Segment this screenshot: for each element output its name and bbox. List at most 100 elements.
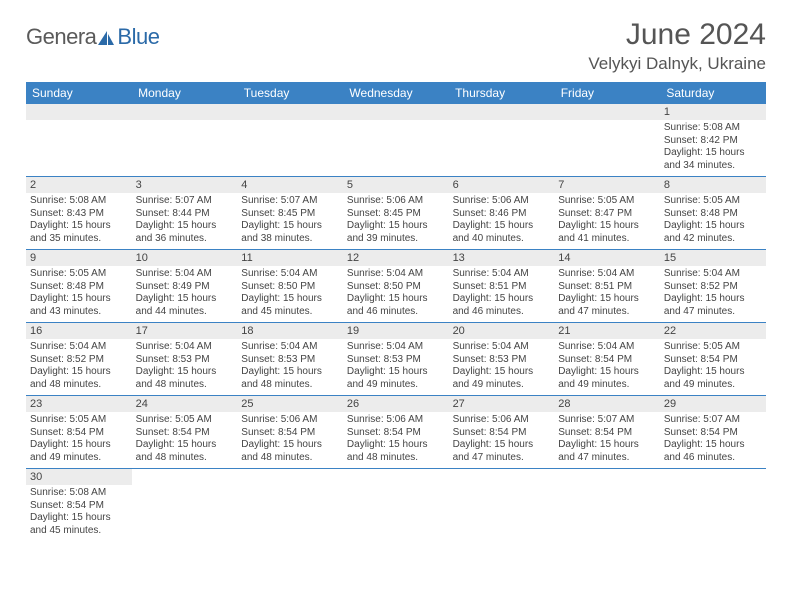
calendar-cell: 17Sunrise: 5:04 AMSunset: 8:53 PMDayligh… [132,323,238,396]
sunset-line: Sunset: 8:50 PM [347,281,445,294]
sunrise-line: Sunrise: 5:05 AM [30,268,128,281]
calendar-cell: 21Sunrise: 5:04 AMSunset: 8:54 PMDayligh… [554,323,660,396]
daylight-line: Daylight: 15 hours and 39 minutes. [347,220,445,245]
calendar-table: SundayMondayTuesdayWednesdayThursdayFrid… [26,82,766,541]
calendar-cell: 23Sunrise: 5:05 AMSunset: 8:54 PMDayligh… [26,396,132,469]
daylight-line: Daylight: 15 hours and 48 minutes. [347,439,445,464]
calendar-cell [237,469,343,542]
daylight-line: Daylight: 15 hours and 40 minutes. [453,220,551,245]
day-number: 9 [26,250,132,266]
calendar-cell: 15Sunrise: 5:04 AMSunset: 8:52 PMDayligh… [660,250,766,323]
calendar-row: 2Sunrise: 5:08 AMSunset: 8:43 PMDaylight… [26,177,766,250]
day-number: 4 [237,177,343,193]
daylight-line: Daylight: 15 hours and 47 minutes. [664,293,762,318]
day-number: 11 [237,250,343,266]
weekday-header: Thursday [449,82,555,104]
calendar-cell [26,104,132,177]
day-number: 28 [554,396,660,412]
calendar-cell [343,469,449,542]
sunset-line: Sunset: 8:47 PM [558,208,656,221]
daylight-line: Daylight: 15 hours and 42 minutes. [664,220,762,245]
weekday-header: Wednesday [343,82,449,104]
sunrise-line: Sunrise: 5:04 AM [347,341,445,354]
sunrise-line: Sunrise: 5:07 AM [558,414,656,427]
day-number: 26 [343,396,449,412]
calendar-row: 9Sunrise: 5:05 AMSunset: 8:48 PMDaylight… [26,250,766,323]
sunset-line: Sunset: 8:54 PM [241,427,339,440]
daylight-line: Daylight: 15 hours and 47 minutes. [558,293,656,318]
sunrise-line: Sunrise: 5:04 AM [558,341,656,354]
sunrise-line: Sunrise: 5:05 AM [136,414,234,427]
day-number: 6 [449,177,555,193]
calendar-cell [554,104,660,177]
daylight-line: Daylight: 15 hours and 46 minutes. [347,293,445,318]
sunrise-line: Sunrise: 5:08 AM [30,195,128,208]
day-number: 1 [660,104,766,120]
sunset-line: Sunset: 8:50 PM [241,281,339,294]
calendar-cell [237,104,343,177]
calendar-cell: 16Sunrise: 5:04 AMSunset: 8:52 PMDayligh… [26,323,132,396]
daynum-empty [343,104,449,120]
daylight-line: Daylight: 15 hours and 47 minutes. [558,439,656,464]
calendar-row: 30Sunrise: 5:08 AMSunset: 8:54 PMDayligh… [26,469,766,542]
calendar-cell: 28Sunrise: 5:07 AMSunset: 8:54 PMDayligh… [554,396,660,469]
daynum-empty [132,104,238,120]
sail-icon [96,29,116,47]
calendar-cell: 1Sunrise: 5:08 AMSunset: 8:42 PMDaylight… [660,104,766,177]
sunrise-line: Sunrise: 5:07 AM [241,195,339,208]
sunset-line: Sunset: 8:51 PM [453,281,551,294]
calendar-cell: 6Sunrise: 5:06 AMSunset: 8:46 PMDaylight… [449,177,555,250]
daylight-line: Daylight: 15 hours and 49 minutes. [664,366,762,391]
day-number: 17 [132,323,238,339]
day-number: 22 [660,323,766,339]
calendar-cell: 13Sunrise: 5:04 AMSunset: 8:51 PMDayligh… [449,250,555,323]
month-title: June 2024 [588,18,766,52]
daylight-line: Daylight: 15 hours and 49 minutes. [30,439,128,464]
calendar-body: 1Sunrise: 5:08 AMSunset: 8:42 PMDaylight… [26,104,766,541]
header: Genera Blue June 2024 Velykyi Dalnyk, Uk… [26,18,766,74]
weekday-header: Saturday [660,82,766,104]
sunrise-line: Sunrise: 5:04 AM [30,341,128,354]
calendar-cell: 26Sunrise: 5:06 AMSunset: 8:54 PMDayligh… [343,396,449,469]
day-number: 21 [554,323,660,339]
sunrise-line: Sunrise: 5:08 AM [664,122,762,135]
daylight-line: Daylight: 15 hours and 48 minutes. [30,366,128,391]
sunset-line: Sunset: 8:54 PM [664,427,762,440]
sunset-line: Sunset: 8:53 PM [347,354,445,367]
sunset-line: Sunset: 8:52 PM [664,281,762,294]
daylight-line: Daylight: 15 hours and 45 minutes. [241,293,339,318]
logo-text-part1: Genera [26,24,96,50]
calendar-cell: 5Sunrise: 5:06 AMSunset: 8:45 PMDaylight… [343,177,449,250]
sunrise-line: Sunrise: 5:04 AM [241,268,339,281]
daylight-line: Daylight: 15 hours and 49 minutes. [347,366,445,391]
calendar-cell: 25Sunrise: 5:06 AMSunset: 8:54 PMDayligh… [237,396,343,469]
sunset-line: Sunset: 8:44 PM [136,208,234,221]
day-number: 27 [449,396,555,412]
day-number: 20 [449,323,555,339]
day-number: 16 [26,323,132,339]
sunset-line: Sunset: 8:54 PM [136,427,234,440]
sunrise-line: Sunrise: 5:04 AM [136,268,234,281]
daynum-empty [237,104,343,120]
calendar-cell: 20Sunrise: 5:04 AMSunset: 8:53 PMDayligh… [449,323,555,396]
day-number: 29 [660,396,766,412]
sunrise-line: Sunrise: 5:05 AM [30,414,128,427]
sunset-line: Sunset: 8:49 PM [136,281,234,294]
sunset-line: Sunset: 8:45 PM [241,208,339,221]
sunrise-line: Sunrise: 5:04 AM [241,341,339,354]
sunset-line: Sunset: 8:54 PM [347,427,445,440]
sunset-line: Sunset: 8:54 PM [30,427,128,440]
calendar-cell: 14Sunrise: 5:04 AMSunset: 8:51 PMDayligh… [554,250,660,323]
sunrise-line: Sunrise: 5:04 AM [453,341,551,354]
calendar-cell [343,104,449,177]
sunrise-line: Sunrise: 5:07 AM [664,414,762,427]
calendar-row: 1Sunrise: 5:08 AMSunset: 8:42 PMDaylight… [26,104,766,177]
daylight-line: Daylight: 15 hours and 38 minutes. [241,220,339,245]
daynum-empty [554,104,660,120]
calendar-cell: 3Sunrise: 5:07 AMSunset: 8:44 PMDaylight… [132,177,238,250]
daylight-line: Daylight: 15 hours and 47 minutes. [453,439,551,464]
daylight-line: Daylight: 15 hours and 35 minutes. [30,220,128,245]
sunset-line: Sunset: 8:53 PM [453,354,551,367]
daylight-line: Daylight: 15 hours and 43 minutes. [30,293,128,318]
title-block: June 2024 Velykyi Dalnyk, Ukraine [588,18,766,74]
